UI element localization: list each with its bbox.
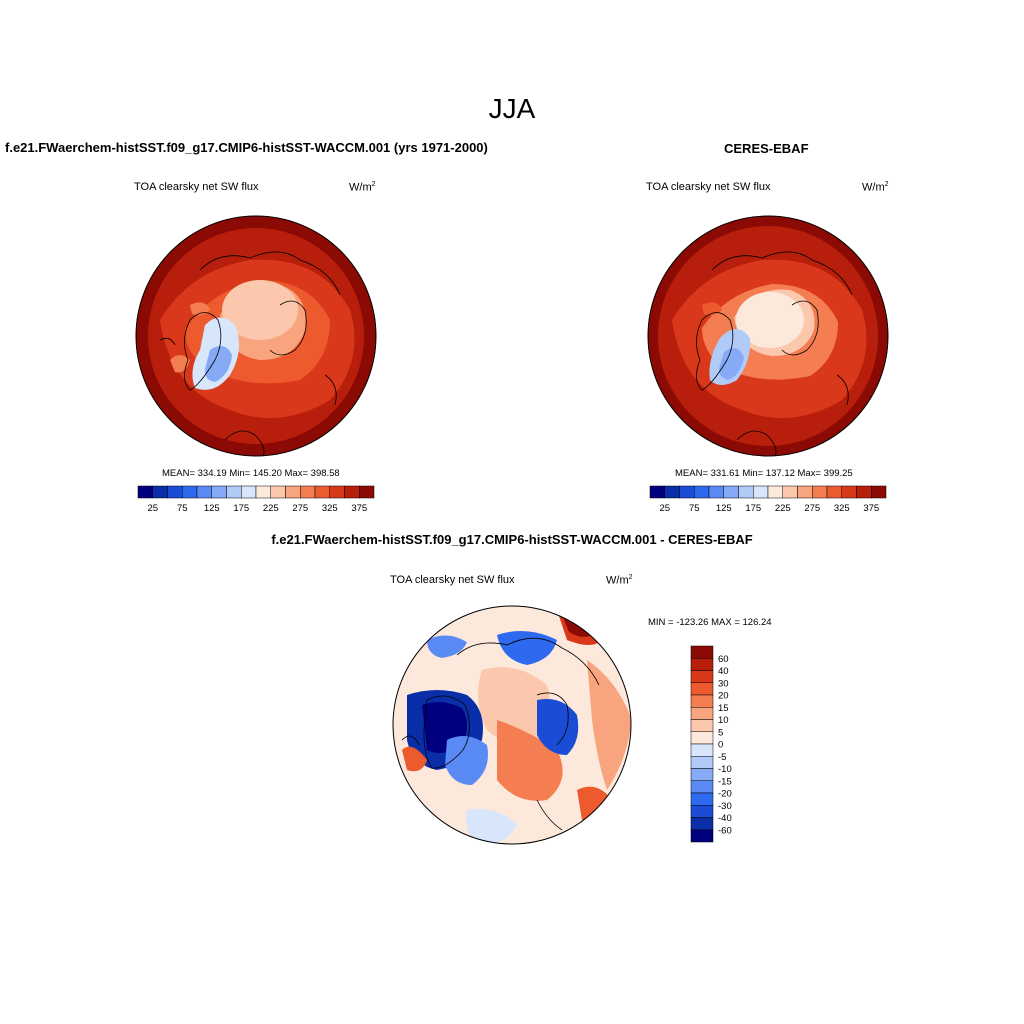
diff-colorbar-tick-label: 15 [718,703,729,714]
left-colorbar-swatch [241,485,257,499]
left-colorbar-swatch [329,485,345,499]
diff-colorbar-swatch [690,670,714,683]
diff-colorbar-tick-label: -10 [718,764,732,775]
right-polar-map [647,215,889,457]
right-colorbar-swatch [679,485,695,499]
left-polar-map [135,215,377,457]
diff-colorbar-swatch [690,645,714,659]
right-colorbar-tick-label: 175 [745,503,761,514]
left-colorbar-swatch [285,485,301,499]
right-colorbar-swatch [708,485,724,499]
left-variable-label: TOA clearsky net SW flux [134,181,259,193]
diff-colorbar-tick-label: -20 [718,789,732,800]
diff-colorbar-tick-label: -30 [718,801,732,812]
right-colorbar-tick-label: 225 [775,503,791,514]
right-colorbar-tick-label: 75 [689,503,700,514]
right-colorbar-swatch [841,485,857,499]
diff-variable-label: TOA clearsky net SW flux [390,574,515,586]
right-colorbar-swatch [782,485,798,499]
left-colorbar-tick-label: 175 [233,503,249,514]
diff-colorbar-tick-label: -15 [718,776,732,787]
left-colorbar-swatch [270,485,286,499]
diff-colorbar-tick-label: 5 [718,727,723,738]
left-colorbar-tick-label: 275 [292,503,308,514]
right-colorbar-tick-label: 325 [834,503,850,514]
left-colorbar-swatch [314,485,330,499]
left-colorbar-tick-label: 375 [351,503,367,514]
left-colorbar-swatch [300,485,316,499]
left-colorbar: 25 75 125 175 225 275 325 375 [137,485,375,514]
right-colorbar-swatch [812,485,828,499]
diff-colorbar-swatch [690,756,714,769]
diff-colorbar-swatch [690,658,714,671]
diff-colorbar-swatch [690,768,714,781]
diff-colorbar-tick-label: 10 [718,715,729,726]
right-colorbar-swatch [856,485,872,499]
diff-polar-map [392,605,632,845]
left-colorbar-tick-label: 325 [322,503,338,514]
diff-colorbar-swatch [690,805,714,818]
season-title: JJA [488,93,536,124]
diff-colorbar-tick-label: 40 [718,666,729,677]
left-colorbar-tick-label: 75 [177,503,188,514]
right-colorbar-swatch [753,485,769,499]
diff-colorbar-swatch [690,829,714,843]
diff-colorbar-tick-label: -60 [718,825,732,836]
right-colorbar-swatch [797,485,813,499]
left-colorbar-tick-label: 25 [147,503,158,514]
left-colorbar-swatch [152,485,168,499]
left-stats-text: MEAN= 334.19 Min= 145.20 Max= 398.58 [162,468,340,479]
left-colorbar-swatch [182,485,198,499]
right-colorbar-tick-label: 125 [716,503,732,514]
left-case-title: f.e21.FWaerchem-histSST.f09_g17.CMIP6-hi… [5,140,488,155]
diff-colorbar-swatch [690,694,714,708]
diff-colorbar-swatch [690,707,714,720]
left-colorbar-swatch [344,485,360,499]
left-colorbar-swatch [211,485,227,499]
right-case-title: CERES-EBAF [724,141,809,156]
diff-colorbar-swatch [690,731,714,745]
right-colorbar-swatch [694,485,710,499]
diff-colorbar-swatch [690,682,714,696]
right-colorbar-swatch [871,485,887,499]
right-colorbar-tick-label: 275 [804,503,820,514]
diff-colorbar-tick-label: -5 [718,752,726,763]
diff-colorbar-swatch [690,792,714,806]
left-colorbar-swatch [359,485,375,499]
diff-colorbar-tick-label: 20 [718,691,729,702]
left-colorbar-swatch [137,485,153,499]
diff-minmax-text: MIN = -123.26 MAX = 126.24 [648,617,772,628]
diff-colorbar-swatch [690,743,714,757]
right-colorbar-swatch [649,485,665,499]
right-stats-text: MEAN= 331.61 Min= 137.12 Max= 399.25 [675,468,853,479]
right-colorbar-swatch [723,485,739,499]
left-colorbar-tick-label: 225 [263,503,279,514]
right-colorbar-swatch [664,485,680,499]
left-colorbar-swatch [255,485,271,499]
left-units-label: W/m2 [349,181,376,194]
diff-case-title: f.e21.FWaerchem-histSST.f09_g17.CMIP6-hi… [271,532,753,547]
diff-colorbar-swatch [690,817,714,830]
left-colorbar-tick-label: 125 [204,503,220,514]
left-colorbar-swatch [226,485,242,499]
right-colorbar-swatch [767,485,783,499]
diff-colorbar-tick-label: 30 [718,678,729,689]
diff-colorbar-tick-label: 60 [718,654,729,665]
right-colorbar: 25 75 125 175 225 275 325 375 [649,485,887,514]
left-colorbar-swatch [167,485,183,499]
right-colorbar-tick-label: 375 [863,503,879,514]
diff-colorbar-swatch [690,719,714,732]
diff-colorbar-tick-label: 0 [718,740,723,751]
diff-units-label: W/m2 [606,574,633,587]
right-colorbar-swatch [826,485,842,499]
right-units-label: W/m2 [862,181,889,194]
right-colorbar-swatch [738,485,754,499]
right-colorbar-tick-label: 25 [659,503,670,514]
left-colorbar-swatch [196,485,212,499]
right-variable-label: TOA clearsky net SW flux [646,181,771,193]
diff-colorbar-swatch [690,780,714,794]
diff-colorbar-tick-label: -40 [718,813,732,824]
